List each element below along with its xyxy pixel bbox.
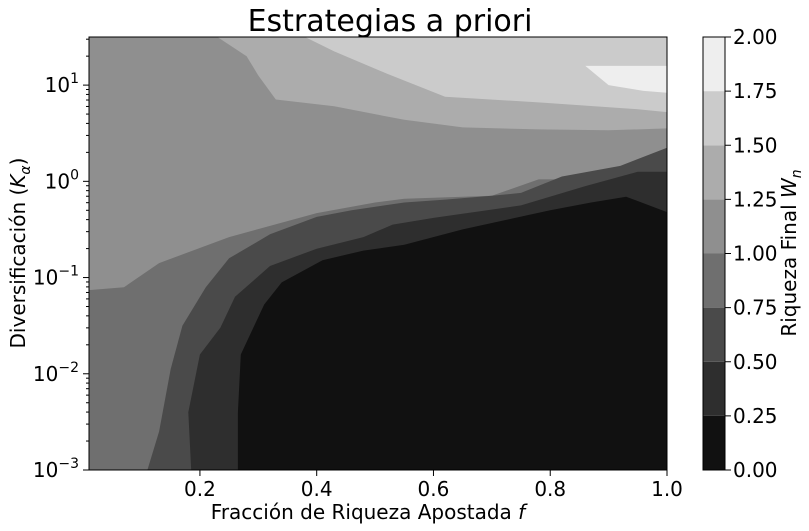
contour-region-6 xyxy=(305,37,667,113)
colorbar-tick-label: 0.75 xyxy=(733,296,778,320)
y-tick-label: 10−2 xyxy=(33,360,79,386)
colorbar-tick-label: 1.25 xyxy=(733,187,778,211)
chart-title: Estrategias a priori xyxy=(248,4,533,39)
contour-region-4 xyxy=(237,196,667,470)
y-axis: 10−3 10−2 10−1 100 101 xyxy=(33,38,89,482)
y-tick-label: 100 xyxy=(45,167,79,193)
colorbar-tick-label: 0.25 xyxy=(733,404,778,428)
colorbar-tick-label: 0.00 xyxy=(733,458,778,482)
y-axis-label: Diversificación (Kα) xyxy=(6,158,34,349)
x-tick-label: 1.0 xyxy=(651,477,683,501)
x-axis: 0.2 0.4 0.6 0.8 1.0 xyxy=(184,470,683,501)
colorbar-tick-label: 0.50 xyxy=(733,350,778,374)
x-axis-label: Fracción de Riqueza Apostada f xyxy=(211,500,528,524)
colorbar-band xyxy=(703,307,725,362)
colorbar-band xyxy=(703,199,725,254)
colorbar-band xyxy=(703,37,725,92)
colorbar-ticks: 0.00 0.25 0.50 0.75 1.00 1.25 1.50 1.75 2.00 xyxy=(725,25,778,482)
x-tick-label: 0.6 xyxy=(418,477,450,501)
colorbar-band xyxy=(703,145,725,200)
x-tick-label: 0.8 xyxy=(534,477,566,501)
colorbar-band xyxy=(703,253,725,308)
contour-region-7 xyxy=(585,65,667,93)
contour-regions xyxy=(89,37,667,470)
y-tick-label: 101 xyxy=(45,71,79,97)
y-tick-label: 10−1 xyxy=(33,264,79,290)
colorbar-tick-label: 1.50 xyxy=(733,133,778,157)
x-tick-label: 0.4 xyxy=(301,477,333,501)
x-tick-label: 0.2 xyxy=(184,477,216,501)
colorbar xyxy=(703,37,725,470)
colorbar-label: Riqueza Final Wn xyxy=(777,169,805,336)
colorbar-band xyxy=(703,361,725,416)
plot-frame xyxy=(88,36,668,471)
colorbar-tick-label: 1.00 xyxy=(733,242,778,266)
colorbar-tick-label: 1.75 xyxy=(733,79,778,103)
y-tick-label: 10−3 xyxy=(33,456,79,482)
colorbar-band xyxy=(703,91,725,146)
colorbar-band xyxy=(703,415,725,470)
colorbar-tick-label: 2.00 xyxy=(733,25,778,49)
